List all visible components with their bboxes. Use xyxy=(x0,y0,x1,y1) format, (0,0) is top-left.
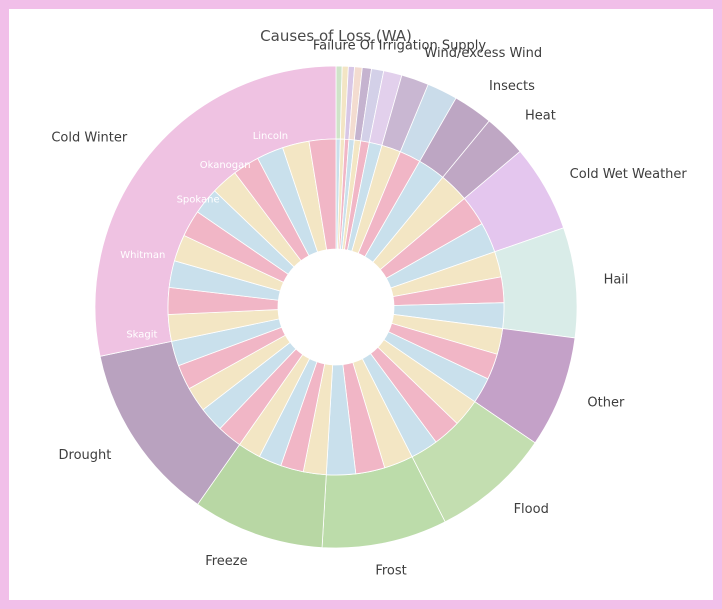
inner-ring xyxy=(167,138,505,476)
outer-label-freeze: Freeze xyxy=(205,554,247,569)
outer-label-failure-of-irrigation-supply: Failure Of Irrigation Supply xyxy=(313,39,487,54)
outer-label-cold-wet-weather: Cold Wet Weather xyxy=(570,167,688,182)
outer-label-flood: Flood xyxy=(514,502,549,517)
outer-label-drought: Drought xyxy=(59,448,112,463)
center-hole xyxy=(278,249,394,365)
inner-label-lincoln: Lincoln xyxy=(253,131,288,142)
chart-title: Causes of Loss (WA) xyxy=(260,27,412,45)
outer-label-wind-excess-wind: Wind/excess Wind xyxy=(424,46,542,61)
inner-label-whitman: Whitman xyxy=(120,250,165,261)
outer-labels: Failure Of Irrigation SupplyWind/excess … xyxy=(51,39,687,579)
outer-label-insects: Insects xyxy=(489,79,535,94)
inner-labels: Lincoln Okanogan Spokane Whitman Skagit xyxy=(120,131,288,340)
outer-label-heat: Heat xyxy=(525,109,556,124)
inner-label-spokane: Spokane xyxy=(177,194,220,205)
inner-label-skagit: Skagit xyxy=(126,329,157,340)
outer-label-frost: Frost xyxy=(375,563,406,578)
outer-label-hail: Hail xyxy=(604,272,629,287)
outer-label-cold-winter: Cold Winter xyxy=(51,130,128,145)
outer-label-other: Other xyxy=(587,396,625,411)
inner-label-okanogan: Okanogan xyxy=(200,160,251,171)
